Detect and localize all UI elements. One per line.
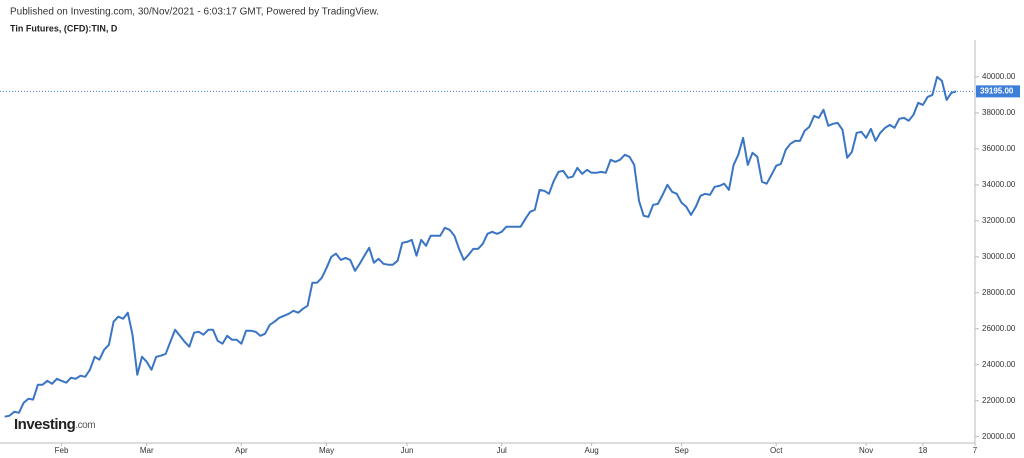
y-tick-label: 20000.00 <box>982 432 1016 441</box>
y-tick-label: 40000.00 <box>982 72 1016 81</box>
logo: Investing.com <box>14 416 95 433</box>
x-tick-label: Apr <box>235 446 248 455</box>
x-tick-label: Aug <box>585 446 599 455</box>
y-tick-label: 30000.00 <box>982 252 1016 261</box>
y-tick-label: 28000.00 <box>982 288 1016 297</box>
chart-title: Tin Futures, (CFD):TIN, D <box>10 23 118 33</box>
y-tick-label: 24000.00 <box>982 360 1016 369</box>
x-tick-label: May <box>319 446 334 455</box>
x-tick-label: Feb <box>55 446 69 455</box>
last-price-label: 39195.00 <box>980 86 1014 95</box>
y-tick-label: 32000.00 <box>982 216 1016 225</box>
x-tick-label: Mar <box>140 446 154 455</box>
last-price-box <box>976 85 1020 98</box>
x-tick-label: Jul <box>497 446 507 455</box>
logo-name: Investing <box>14 416 76 433</box>
header: Published on Investing.com, 30/Nov/2021 … <box>10 7 379 18</box>
y-tick-label: 34000.00 <box>982 180 1016 189</box>
x-tick-label: Jun <box>401 446 414 455</box>
y-tick-label: 22000.00 <box>982 396 1016 405</box>
y-tick-label: 38000.00 <box>982 108 1016 117</box>
x-tick-label: Sep <box>674 446 689 455</box>
y-tick-label: 26000.00 <box>982 324 1016 333</box>
y-tick-label: 36000.00 <box>982 144 1016 153</box>
x-tick-label: Oct <box>770 446 783 455</box>
x-tick-label: 7 <box>973 446 978 455</box>
x-tick-label: 18 <box>918 446 927 455</box>
x-tick-label: Nov <box>859 446 873 455</box>
price-line-series <box>4 75 957 418</box>
logo-suffix: .com <box>75 420 95 431</box>
